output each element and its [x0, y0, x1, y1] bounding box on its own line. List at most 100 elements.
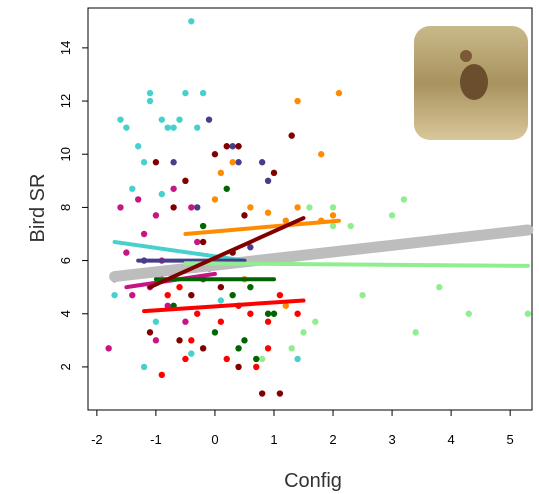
point [288, 345, 295, 352]
point [217, 283, 225, 291]
point [264, 177, 272, 185]
point [188, 337, 195, 344]
point [152, 337, 160, 344]
x-tick-label: 2 [329, 432, 336, 447]
point [235, 363, 242, 371]
y-tick-label: 2 [58, 363, 73, 370]
point [158, 190, 166, 198]
point [176, 283, 183, 291]
fit-line [183, 261, 530, 268]
point [152, 212, 160, 219]
point [400, 196, 408, 203]
point [282, 302, 289, 309]
point [194, 238, 201, 246]
y-tick-label: 8 [58, 204, 73, 211]
point [223, 185, 230, 192]
point [158, 371, 166, 379]
point [264, 310, 272, 317]
point [146, 97, 154, 105]
point [211, 329, 219, 336]
point [258, 159, 266, 166]
point [258, 355, 266, 363]
x-axis-label: Config [284, 470, 342, 492]
point [199, 345, 207, 352]
point [199, 89, 207, 97]
point [164, 124, 171, 131]
point [217, 318, 225, 325]
point [194, 310, 201, 317]
fit-line [109, 224, 534, 283]
point [129, 291, 136, 299]
point [306, 204, 313, 211]
point [329, 212, 337, 219]
point [235, 143, 242, 150]
fit-line [147, 216, 306, 290]
x-tick-label: 4 [447, 432, 454, 447]
point [347, 222, 354, 230]
fit-line [112, 239, 247, 263]
point [229, 291, 236, 299]
point [436, 283, 443, 291]
point [217, 297, 225, 304]
point [465, 310, 473, 317]
point [294, 310, 301, 317]
point [117, 116, 124, 123]
point [241, 212, 248, 219]
point [170, 204, 177, 211]
x-tick-label: -2 [91, 432, 103, 447]
point [247, 310, 254, 317]
point [188, 18, 195, 25]
point [182, 318, 189, 325]
point [182, 177, 189, 185]
y-tick-label: 12 [58, 94, 73, 108]
point [152, 159, 160, 166]
point [170, 159, 177, 166]
point [276, 390, 284, 397]
x-tick-label: 1 [270, 432, 277, 447]
point [164, 302, 171, 309]
point [140, 363, 148, 371]
point [217, 169, 225, 177]
x-tick-label: 3 [388, 432, 395, 447]
point [247, 244, 254, 251]
point [176, 116, 183, 123]
point [140, 159, 148, 166]
point [412, 329, 419, 336]
point [105, 345, 112, 352]
point [194, 204, 201, 211]
point [205, 116, 213, 123]
point [253, 355, 260, 363]
point [211, 151, 219, 158]
point [129, 185, 136, 192]
point [253, 363, 260, 371]
fit-line [142, 298, 306, 314]
point [318, 151, 325, 158]
point [146, 89, 154, 97]
point [170, 185, 177, 192]
point [294, 97, 301, 105]
point [335, 89, 343, 97]
point [117, 204, 124, 211]
point [329, 204, 337, 211]
bird-photo [414, 26, 528, 140]
point [312, 318, 319, 325]
point [123, 249, 130, 256]
point [188, 204, 195, 211]
point [164, 291, 171, 299]
point [229, 143, 236, 150]
fit-line [183, 218, 341, 236]
point [140, 230, 148, 238]
point [134, 196, 142, 203]
point [270, 310, 278, 317]
point [158, 116, 166, 123]
point [264, 345, 272, 352]
point [524, 310, 532, 317]
point [359, 291, 366, 299]
point [329, 222, 337, 230]
point [294, 204, 301, 211]
point [300, 329, 307, 336]
point [270, 169, 278, 177]
point [247, 283, 254, 291]
point [170, 124, 177, 131]
